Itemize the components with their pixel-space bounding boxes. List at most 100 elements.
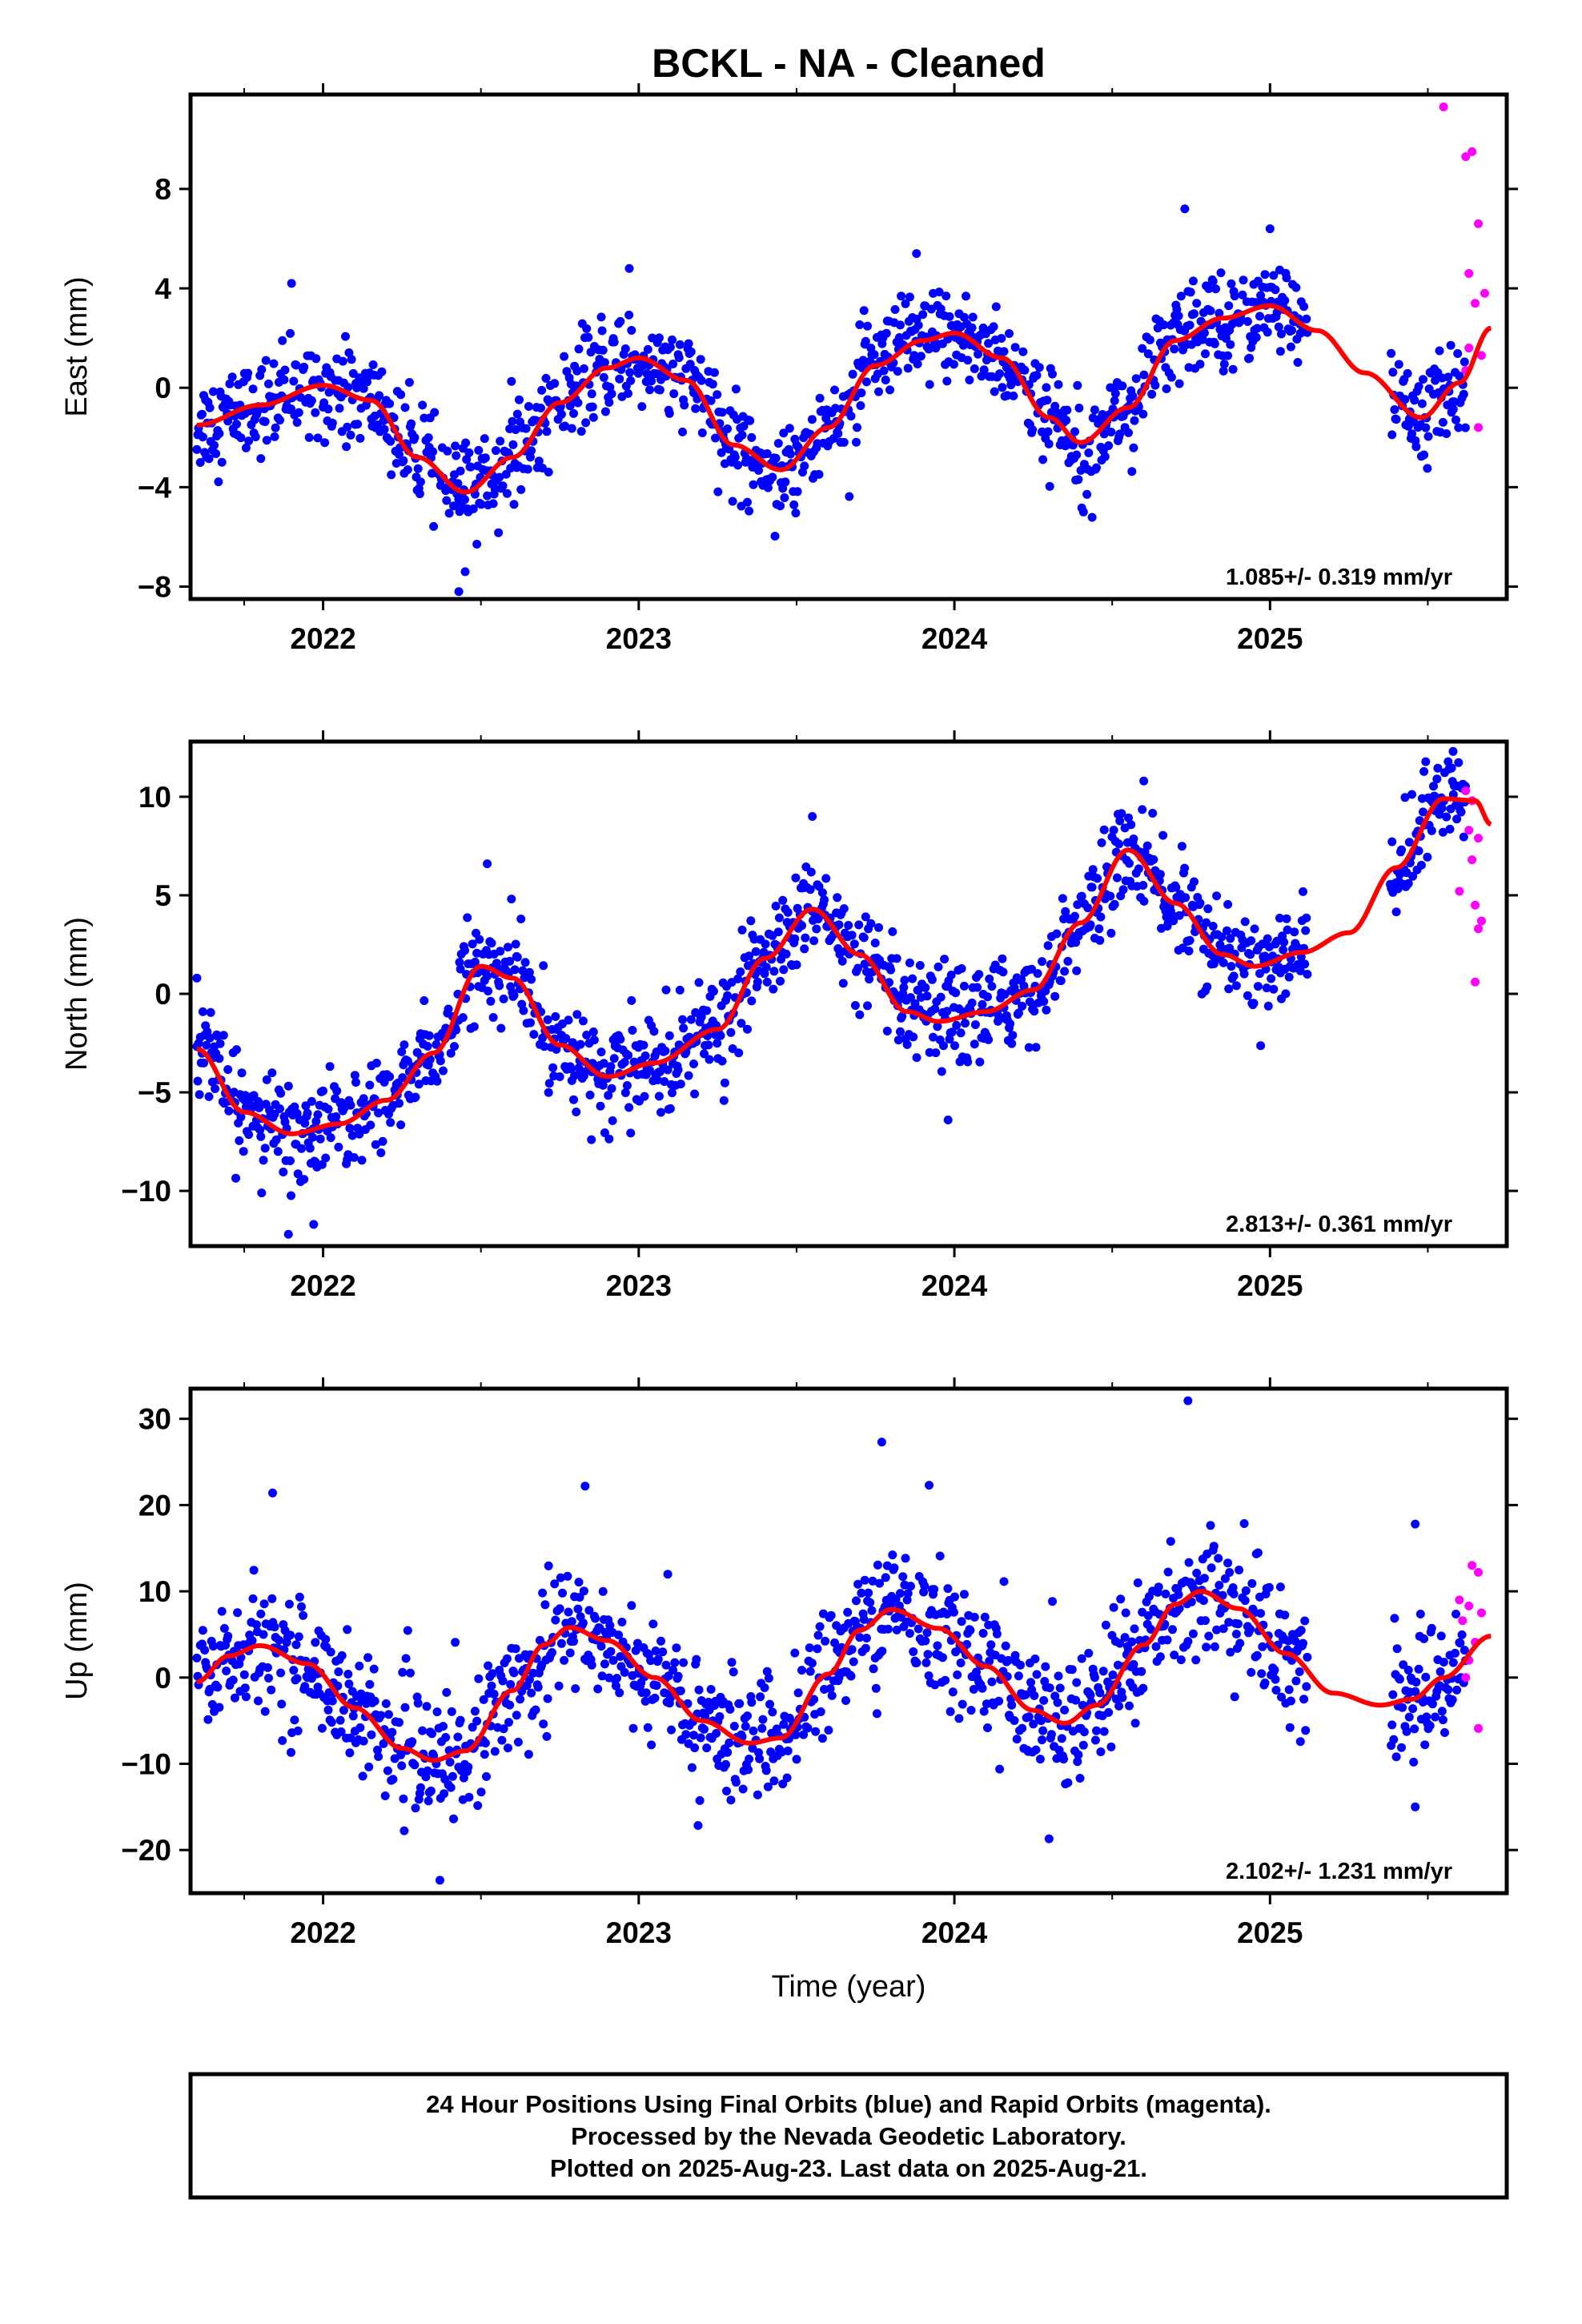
final-orbit-point — [1218, 1590, 1227, 1600]
final-orbit-point — [248, 1594, 258, 1603]
final-orbit-point — [987, 1677, 997, 1687]
final-orbit-point — [1303, 970, 1312, 979]
final-orbit-point — [444, 509, 454, 518]
final-orbit-point — [717, 1056, 727, 1066]
final-orbit-point — [1106, 428, 1116, 436]
final-orbit-point — [560, 421, 570, 431]
final-orbit-point — [606, 1647, 616, 1656]
final-orbit-point — [1077, 1654, 1086, 1663]
final-orbit-point — [1391, 1752, 1401, 1762]
final-orbit-point — [755, 1754, 765, 1763]
final-orbit-point — [780, 493, 789, 502]
final-orbit-point — [508, 416, 517, 426]
final-orbit-point — [533, 1683, 543, 1692]
final-orbit-point — [264, 1674, 273, 1683]
final-orbit-point — [875, 1578, 885, 1588]
final-orbit-point — [658, 1647, 668, 1657]
final-orbit-point — [803, 1723, 813, 1733]
final-orbit-point — [1262, 983, 1271, 993]
final-orbit-point — [1224, 1618, 1234, 1627]
final-orbit-point — [204, 1092, 214, 1101]
final-orbit-point — [1086, 920, 1095, 930]
final-orbit-point — [475, 935, 484, 944]
final-orbit-point — [463, 913, 472, 923]
final-orbit-point — [367, 1730, 376, 1739]
final-orbit-point — [959, 1590, 969, 1599]
final-orbit-point — [597, 1671, 607, 1681]
final-orbit-point — [970, 364, 979, 373]
final-orbit-point — [440, 1789, 449, 1799]
final-orbit-point — [473, 1801, 483, 1811]
final-orbit-point — [1419, 375, 1427, 384]
final-orbit-point — [379, 424, 389, 434]
final-orbit-point — [1256, 291, 1266, 300]
final-orbit-point — [1240, 1596, 1250, 1606]
final-orbit-point — [790, 934, 800, 943]
final-orbit-point — [1088, 865, 1098, 875]
final-orbit-point — [1181, 893, 1191, 903]
final-orbit-point — [725, 1704, 735, 1714]
final-orbit-point — [859, 1614, 869, 1624]
final-orbit-point — [576, 1039, 585, 1049]
final-orbit-point — [763, 1782, 773, 1791]
final-orbit-point — [1402, 1727, 1411, 1736]
final-orbit-point — [722, 1787, 731, 1795]
final-orbit-point — [733, 974, 743, 983]
final-orbit-point — [668, 335, 677, 344]
final-orbit-point — [1403, 1666, 1413, 1675]
final-orbit-point — [1286, 1696, 1295, 1706]
final-orbit-point — [723, 991, 733, 1000]
final-orbit-point — [980, 1612, 990, 1622]
final-orbit-point — [647, 1740, 656, 1750]
final-orbit-point — [544, 468, 553, 476]
final-orbit-point — [192, 444, 202, 454]
final-orbit-point — [400, 1040, 409, 1050]
final-orbit-point — [451, 441, 460, 451]
final-orbit-point — [978, 1629, 988, 1638]
final-orbit-point — [604, 398, 614, 407]
final-orbit-point — [815, 1622, 825, 1631]
final-orbit-point — [1033, 969, 1042, 979]
final-orbit-point — [480, 1739, 490, 1748]
final-orbit-point — [670, 1658, 680, 1667]
final-orbit-point — [355, 1723, 365, 1732]
final-orbit-point — [640, 1696, 650, 1706]
final-orbit-point — [1277, 329, 1286, 339]
final-orbit-point — [1230, 1692, 1239, 1702]
final-orbit-point — [1118, 885, 1128, 895]
final-orbit-point — [1404, 838, 1414, 847]
final-orbit-point — [1251, 332, 1261, 342]
rapid-orbit-point — [1474, 1723, 1484, 1733]
final-orbit-point — [1053, 1698, 1062, 1707]
final-orbit-point — [423, 1042, 432, 1051]
final-orbit-point — [1072, 1678, 1082, 1687]
final-orbit-point — [1038, 1735, 1046, 1745]
final-orbit-point — [1216, 268, 1226, 278]
final-orbit-point — [579, 1586, 588, 1596]
final-orbit-point — [369, 1664, 379, 1674]
final-orbit-point — [1443, 372, 1453, 382]
final-orbit-point — [637, 402, 647, 412]
final-orbit-point — [912, 249, 921, 259]
final-orbit-point — [488, 1013, 498, 1022]
final-orbit-point — [511, 939, 520, 949]
final-orbit-point — [255, 1103, 264, 1112]
final-orbit-point — [1174, 1590, 1183, 1599]
final-orbit-point — [713, 487, 723, 497]
final-orbit-point — [365, 1679, 375, 1689]
final-orbit-point — [921, 983, 930, 992]
final-orbit-point — [973, 983, 982, 992]
final-orbit-point — [208, 1642, 218, 1651]
final-orbit-point — [717, 408, 727, 417]
final-orbit-point — [192, 973, 202, 983]
final-orbit-point — [941, 1675, 950, 1685]
final-orbit-point — [800, 461, 809, 471]
final-orbit-point — [611, 1681, 620, 1691]
final-orbit-point — [600, 358, 609, 368]
final-orbit-point — [319, 1086, 327, 1096]
final-orbit-point — [582, 324, 592, 333]
final-orbit-point — [516, 915, 526, 923]
final-orbit-point — [596, 1642, 606, 1651]
final-orbit-point — [1098, 410, 1107, 419]
final-orbit-point — [208, 387, 218, 396]
